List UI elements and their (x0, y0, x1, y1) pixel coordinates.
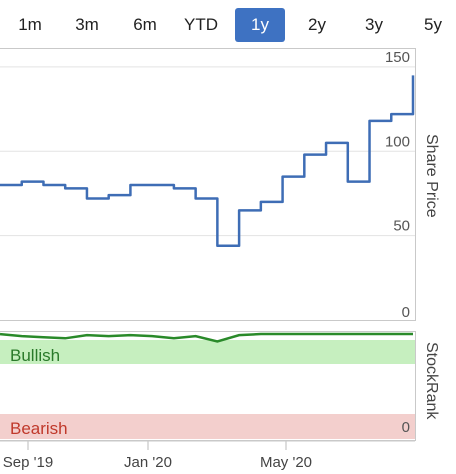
price-tick-label: 150 (385, 49, 410, 66)
range-button-5y[interactable]: 5y (424, 15, 442, 34)
range-button-6m[interactable]: 6m (133, 15, 157, 34)
x-tick-label: Sep '19 (3, 454, 53, 471)
bearish-band (0, 414, 415, 439)
bullish-label: Bullish (10, 346, 60, 365)
share-price-axis-label: Share Price (423, 134, 440, 218)
range-button-1y[interactable]: 1y (235, 8, 285, 42)
price-tick-label: 50 (393, 218, 410, 235)
bearish-label: Bearish (10, 419, 68, 438)
price-chart-frame (0, 48, 416, 321)
stockrank-axis-label: StockRank (423, 342, 440, 420)
range-button-2y[interactable]: 2y (308, 15, 326, 34)
stockrank-tick-label: 0 (402, 419, 410, 436)
stockrank-line (0, 332, 413, 343)
bullish-band (0, 340, 415, 364)
range-button-ytd[interactable]: YTD (184, 15, 218, 34)
x-tick-label: May '20 (260, 454, 312, 471)
range-selector: 1m 3m 6m YTD 1y 2y 3y 5y (0, 0, 456, 48)
range-button-3y[interactable]: 3y (365, 15, 383, 34)
share-price-line (0, 75, 415, 247)
x-tick-label: Jan '20 (124, 454, 172, 471)
price-tick-label: 100 (385, 133, 410, 150)
price-tick-label: 0 (402, 304, 410, 321)
range-button-3m[interactable]: 3m (75, 15, 99, 34)
range-button-1m[interactable]: 1m (18, 15, 42, 34)
